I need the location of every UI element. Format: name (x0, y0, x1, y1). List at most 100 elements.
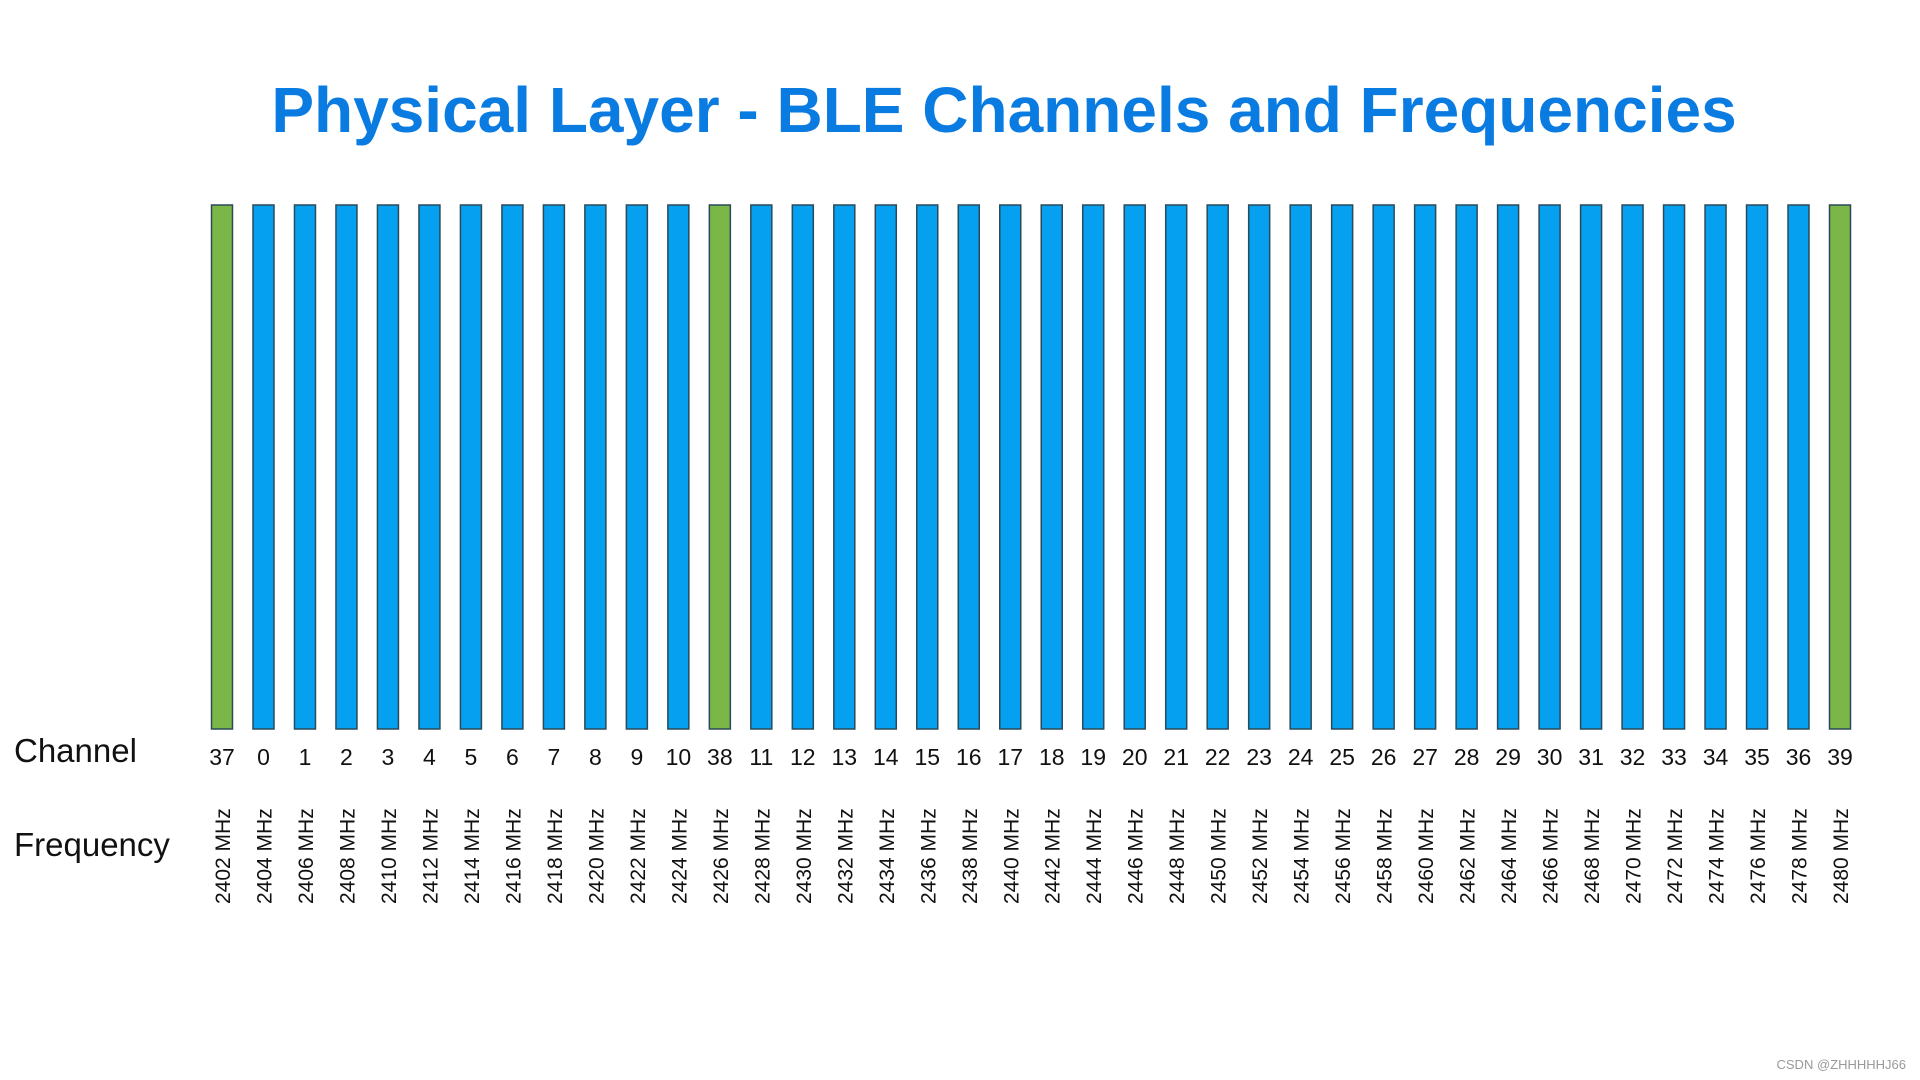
channel-label-16: 16 (956, 744, 982, 770)
channel-bar-7 (542, 204, 566, 730)
channel-bar-10 (667, 204, 690, 730)
channel-label-31: 31 (1578, 744, 1604, 770)
channel-label-34: 34 (1703, 744, 1729, 770)
channel-bar-3 (376, 204, 400, 730)
channel-label-22: 22 (1205, 744, 1231, 770)
frequency-label-24: 2454 MHz (1291, 808, 1314, 904)
frequency-label-33: 2472 MHz (1664, 808, 1687, 904)
channel-bar-18 (1040, 204, 1063, 730)
frequency-label-6: 2416 MHz (502, 808, 525, 904)
channel-bar-11 (750, 204, 773, 730)
frequency-label-14: 2434 MHz (876, 808, 899, 904)
channel-bar-26 (1372, 204, 1395, 730)
frequency-row-label: Frequency (14, 826, 170, 863)
channel-label-38: 38 (707, 744, 733, 770)
channel-bar-13 (833, 204, 856, 730)
frequency-label-38: 2426 MHz (710, 808, 733, 904)
frequency-label-22: 2450 MHz (1208, 808, 1231, 904)
channel-label-5: 5 (465, 744, 478, 770)
frequency-label-32: 2470 MHz (1623, 808, 1646, 904)
channel-label-14: 14 (873, 744, 899, 770)
channel-label-7: 7 (548, 744, 561, 770)
channel-label-9: 9 (630, 744, 643, 770)
frequency-label-39: 2480 MHz (1830, 808, 1853, 904)
channel-label-18: 18 (1039, 744, 1065, 770)
channel-label-33: 33 (1661, 744, 1687, 770)
channel-label-24: 24 (1288, 744, 1314, 770)
channel-bar-20 (1123, 204, 1146, 730)
channel-bar-29 (1496, 204, 1520, 730)
channel-label-37: 37 (209, 744, 235, 770)
channel-label-3: 3 (382, 744, 395, 770)
channel-bar-38 (708, 204, 732, 730)
channel-bar-5 (459, 204, 483, 730)
channel-label-20: 20 (1122, 744, 1148, 770)
frequency-label-31: 2468 MHz (1581, 808, 1604, 904)
channel-label-21: 21 (1163, 744, 1189, 770)
frequency-label-29: 2464 MHz (1498, 808, 1521, 904)
frequency-label-8: 2420 MHz (585, 808, 608, 904)
frequency-label-35: 2476 MHz (1747, 808, 1770, 904)
channel-label-39: 39 (1827, 744, 1853, 770)
channel-bar-19 (1081, 204, 1105, 730)
channel-label-30: 30 (1537, 744, 1563, 770)
frequency-label-0: 2404 MHz (253, 808, 276, 904)
channel-label-36: 36 (1786, 744, 1812, 770)
channel-bar-39 (1828, 204, 1852, 730)
frequency-label-28: 2462 MHz (1457, 808, 1480, 904)
frequency-label-5: 2414 MHz (461, 808, 484, 904)
channel-label-6: 6 (506, 744, 519, 770)
frequency-label-23: 2452 MHz (1249, 808, 1272, 904)
channel-bar-4 (418, 204, 441, 730)
channel-label-26: 26 (1371, 744, 1397, 770)
channel-bar-34 (1704, 204, 1727, 730)
channel-label-1: 1 (299, 744, 312, 770)
channel-bar-23 (1247, 204, 1271, 730)
page-title: Physical Layer - BLE Channels and Freque… (271, 74, 1737, 146)
frequency-labels: 2402 MHz 2404 MHz 2406 MHz 2408 MHz 2410 MHz… (212, 808, 1853, 904)
frequency-label-9: 2422 MHz (627, 808, 650, 904)
channel-bar-32 (1621, 204, 1644, 730)
channel-bar-37 (210, 204, 234, 730)
frequency-label-3: 2410 MHz (378, 808, 401, 904)
channel-bar-16 (957, 204, 981, 730)
channel-label-17: 17 (997, 744, 1023, 770)
frequency-label-37: 2402 MHz (212, 808, 235, 904)
channel-bar-6 (501, 204, 524, 730)
channel-bar-28 (1455, 204, 1478, 730)
channel-bar-15 (916, 204, 939, 730)
frequency-label-25: 2456 MHz (1332, 808, 1355, 904)
channel-row-label: Channel (14, 732, 137, 769)
frequency-label-27: 2460 MHz (1415, 808, 1438, 904)
channel-bar-1 (293, 204, 317, 730)
channel-bar-36 (1787, 204, 1810, 730)
channel-bar-0 (252, 204, 275, 730)
channel-label-32: 32 (1620, 744, 1646, 770)
frequency-label-4: 2412 MHz (419, 808, 442, 904)
channel-label-12: 12 (790, 744, 816, 770)
channel-bar-35 (1745, 204, 1769, 730)
frequency-label-13: 2432 MHz (834, 808, 857, 904)
channel-label-13: 13 (832, 744, 858, 770)
channel-bar-30 (1538, 204, 1561, 730)
frequency-label-15: 2436 MHz (917, 808, 940, 904)
channel-bar-24 (1289, 204, 1312, 730)
channel-bar-14 (874, 204, 898, 730)
channel-bar-2 (335, 204, 358, 730)
channel-bar-21 (1164, 204, 1188, 730)
frequency-label-10: 2424 MHz (668, 808, 691, 904)
channel-label-19: 19 (1080, 744, 1106, 770)
channel-bar-25 (1330, 204, 1354, 730)
frequency-label-21: 2448 MHz (1166, 808, 1189, 904)
channel-label-27: 27 (1412, 744, 1438, 770)
channel-label-29: 29 (1495, 744, 1521, 770)
frequency-label-11: 2428 MHz (751, 808, 774, 904)
frequency-label-17: 2440 MHz (1000, 808, 1023, 904)
channel-label-15: 15 (914, 744, 940, 770)
frequency-label-1: 2406 MHz (295, 808, 318, 904)
channel-label-2: 2 (340, 744, 353, 770)
channel-label-10: 10 (666, 744, 692, 770)
frequency-label-19: 2444 MHz (1083, 808, 1106, 904)
frequency-label-34: 2474 MHz (1706, 808, 1729, 904)
